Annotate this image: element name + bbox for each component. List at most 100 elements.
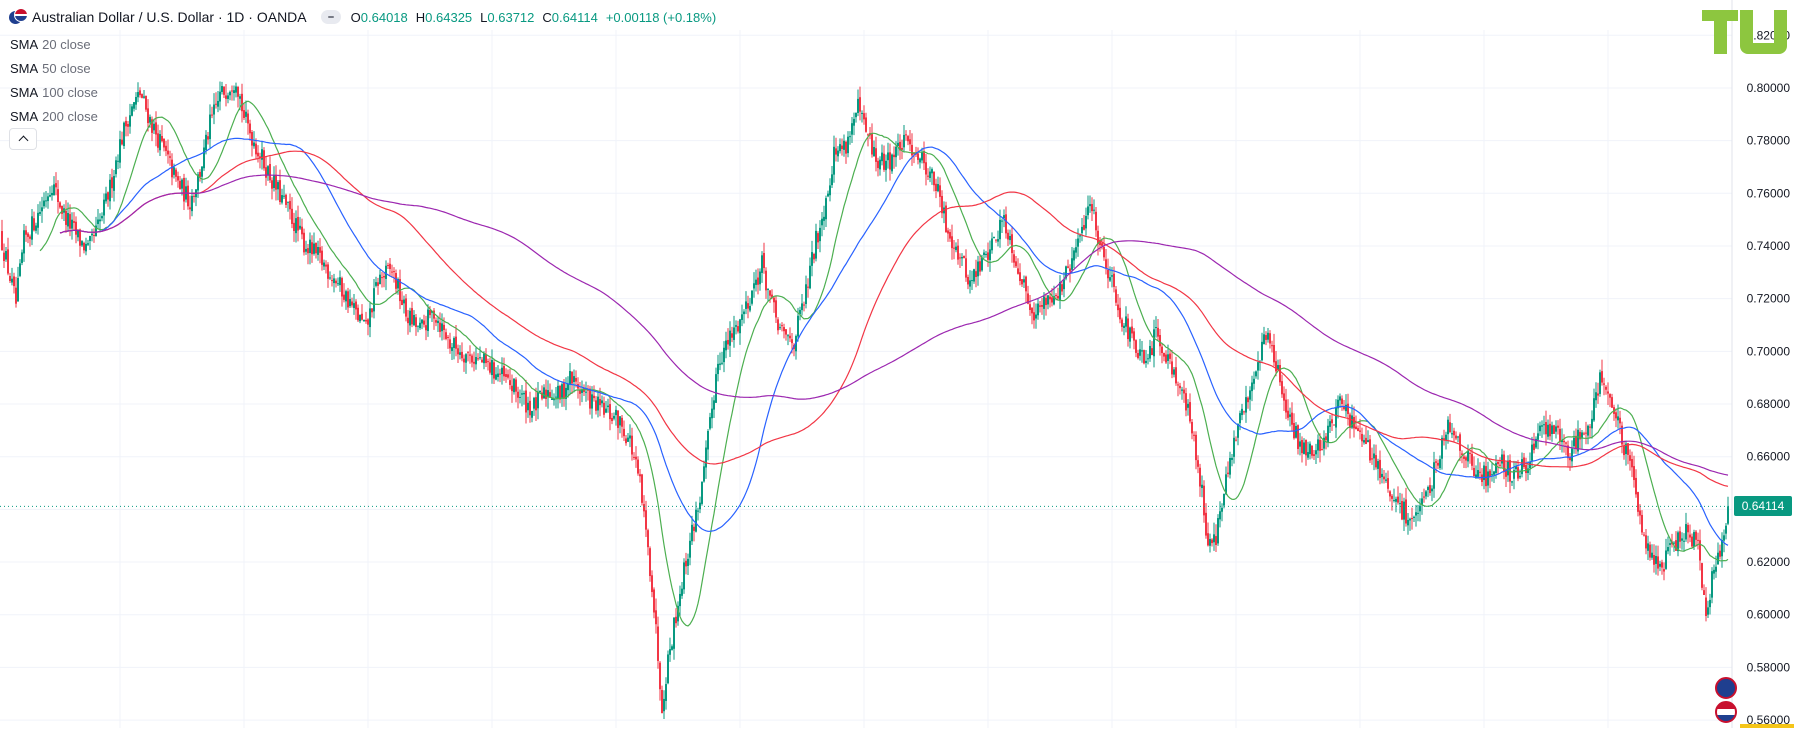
ohlc-open: O0.64018 bbox=[350, 9, 408, 25]
candle bbox=[389, 257, 391, 277]
candle bbox=[1385, 472, 1387, 483]
candle bbox=[1635, 469, 1637, 498]
candle bbox=[891, 153, 893, 174]
legend-sma-200[interactable]: SMA 200 close bbox=[10, 109, 98, 124]
candle bbox=[917, 147, 919, 165]
candle bbox=[215, 92, 217, 109]
candle bbox=[1643, 531, 1645, 537]
price-axis[interactable]: 0.820000.800000.780000.760000.740000.720… bbox=[1747, 28, 1791, 727]
candle bbox=[817, 231, 819, 249]
candle bbox=[1519, 469, 1521, 480]
candle bbox=[1719, 544, 1721, 560]
candle bbox=[553, 393, 555, 406]
candle bbox=[575, 370, 577, 388]
candle bbox=[1133, 327, 1135, 350]
candle bbox=[819, 220, 821, 253]
candle bbox=[651, 570, 653, 598]
price-tick-label: 0.74000 bbox=[1747, 239, 1791, 253]
candle bbox=[233, 85, 235, 101]
candle bbox=[943, 201, 945, 224]
candle bbox=[209, 104, 211, 148]
candle bbox=[353, 293, 355, 315]
price-tick-label: 0.80000 bbox=[1747, 81, 1791, 95]
candle bbox=[501, 357, 503, 385]
candle bbox=[1243, 410, 1245, 415]
price-tick-label: 0.66000 bbox=[1747, 450, 1791, 464]
candle bbox=[121, 131, 123, 146]
candle bbox=[1535, 436, 1537, 449]
candle bbox=[417, 325, 419, 333]
symbol-menu-button[interactable] bbox=[320, 10, 341, 24]
candle bbox=[1695, 529, 1697, 547]
candle bbox=[1213, 522, 1215, 551]
candle bbox=[781, 322, 783, 332]
candle bbox=[1575, 428, 1577, 454]
candle bbox=[785, 329, 787, 341]
candle bbox=[1257, 351, 1259, 380]
candle bbox=[661, 685, 663, 714]
candle bbox=[977, 255, 979, 286]
last-price-label: 0.64114 bbox=[1734, 496, 1792, 517]
candle bbox=[425, 315, 427, 341]
candle bbox=[1501, 448, 1503, 468]
candle bbox=[741, 304, 743, 327]
usd-flag-icon[interactable] bbox=[1715, 701, 1737, 723]
candle bbox=[1713, 564, 1715, 580]
candle bbox=[45, 190, 47, 208]
candle bbox=[1493, 470, 1495, 484]
candle bbox=[1039, 300, 1041, 313]
candle bbox=[161, 125, 163, 143]
price-tick-label: 0.60000 bbox=[1747, 608, 1791, 622]
legend-sma-50[interactable]: SMA 50 close bbox=[10, 61, 91, 76]
candle bbox=[787, 333, 789, 346]
candle bbox=[1521, 452, 1523, 478]
candle bbox=[1477, 458, 1479, 479]
candle bbox=[63, 204, 65, 221]
candle bbox=[521, 385, 523, 407]
candle bbox=[641, 473, 643, 506]
candle bbox=[1463, 453, 1465, 468]
candle bbox=[1333, 424, 1335, 426]
candle bbox=[1117, 294, 1119, 318]
candle bbox=[1367, 430, 1369, 443]
candle bbox=[985, 250, 987, 258]
aud-flag-icon[interactable] bbox=[1715, 677, 1737, 699]
candle bbox=[483, 351, 485, 370]
collapse-legend-button[interactable] bbox=[9, 128, 37, 150]
candle bbox=[1141, 341, 1143, 363]
candle bbox=[1217, 514, 1219, 546]
candle bbox=[533, 396, 535, 416]
candle bbox=[1659, 560, 1661, 572]
candle bbox=[195, 188, 197, 207]
candle bbox=[141, 93, 143, 99]
candle bbox=[727, 328, 729, 350]
candle bbox=[1669, 538, 1671, 556]
candle bbox=[1131, 318, 1133, 339]
legend-sma-100[interactable]: SMA 100 close bbox=[10, 85, 98, 100]
candle bbox=[517, 386, 519, 409]
candle bbox=[691, 515, 693, 546]
candle bbox=[869, 127, 871, 140]
candle bbox=[633, 452, 635, 461]
candle bbox=[1175, 356, 1177, 386]
candle bbox=[637, 456, 639, 476]
candle bbox=[1271, 340, 1273, 353]
candle bbox=[577, 377, 579, 399]
candle bbox=[1665, 538, 1667, 570]
legend-sma-20[interactable]: SMA 20 close bbox=[10, 37, 91, 52]
candle bbox=[839, 138, 841, 154]
candle bbox=[279, 169, 281, 205]
candle bbox=[593, 385, 595, 402]
candle bbox=[883, 145, 885, 172]
candle bbox=[1319, 433, 1321, 463]
candle bbox=[721, 351, 723, 366]
candle bbox=[965, 249, 967, 282]
candle bbox=[1633, 455, 1635, 488]
candle bbox=[93, 228, 95, 243]
candle bbox=[383, 272, 385, 288]
candle bbox=[957, 239, 959, 265]
symbol-title[interactable]: Australian Dollar / U.S. Dollar · 1D · O… bbox=[32, 9, 307, 25]
candle bbox=[903, 124, 905, 153]
